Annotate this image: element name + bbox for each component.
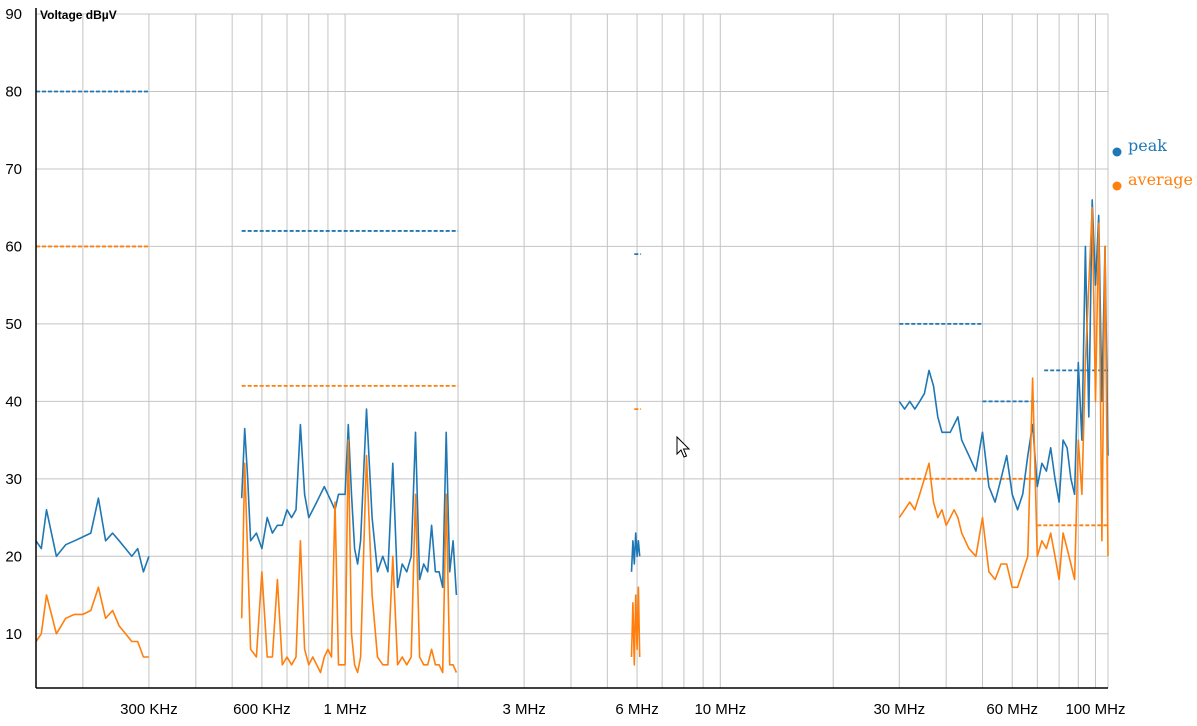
y-tick-label: 20 — [5, 548, 22, 565]
x-tick-label: 60 MHz — [986, 701, 1038, 718]
axes: 10 20 30 40 50 60 70 80 90 300 KHz 600 KHz 1 MHz 3 M… — [5, 6, 1125, 718]
series-line — [240, 439, 458, 674]
series-line — [240, 408, 458, 596]
series-line — [35, 586, 149, 658]
y-tick-label: 60 — [5, 238, 22, 255]
limit-lines — [36, 90, 1108, 527]
x-tick-label: 3 MHz — [502, 701, 545, 718]
legend: peak average — [1112, 136, 1193, 191]
x-tick-label: 100 MHz — [1065, 701, 1125, 718]
series-peak — [35, 199, 1109, 596]
legend-label: average — [1128, 170, 1193, 189]
y-tick-label: 40 — [5, 393, 22, 410]
y-axis-label: Voltage dBµV — [40, 8, 117, 22]
series-line — [630, 532, 641, 572]
series-line — [630, 586, 641, 666]
x-tick-label: 1 MHz — [323, 701, 366, 718]
series-group — [35, 199, 1109, 674]
y-tick-label: 80 — [5, 83, 22, 100]
x-tick-label: 600 KHz — [233, 701, 291, 718]
y-tick-label: 50 — [5, 316, 22, 333]
legend-label: peak — [1128, 136, 1167, 155]
x-tick-label: 6 MHz — [615, 701, 658, 718]
y-tick-label: 70 — [5, 161, 22, 178]
legend-marker — [1112, 181, 1122, 191]
y-tick-label: 90 — [5, 6, 22, 23]
x-tick-label: 30 MHz — [873, 701, 925, 718]
grid — [36, 13, 1109, 688]
series-average — [35, 206, 1109, 674]
series-line — [35, 497, 150, 573]
y-tick-label: 30 — [5, 471, 22, 488]
legend-marker — [1112, 147, 1122, 157]
mouse-cursor-icon — [676, 435, 691, 458]
series-line — [898, 206, 1109, 589]
series-line — [898, 199, 1109, 511]
x-tick-label: 10 MHz — [694, 701, 746, 718]
x-tick-label: 300 KHz — [120, 701, 178, 718]
y-tick-label: 10 — [5, 626, 22, 643]
